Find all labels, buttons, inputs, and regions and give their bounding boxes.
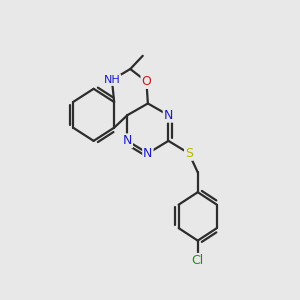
Text: O: O (142, 75, 152, 88)
Text: N: N (123, 134, 132, 147)
Text: NH: NH (103, 75, 120, 85)
Text: S: S (185, 147, 193, 160)
Text: Cl: Cl (192, 254, 204, 267)
Text: N: N (164, 109, 173, 122)
Text: N: N (143, 147, 153, 160)
